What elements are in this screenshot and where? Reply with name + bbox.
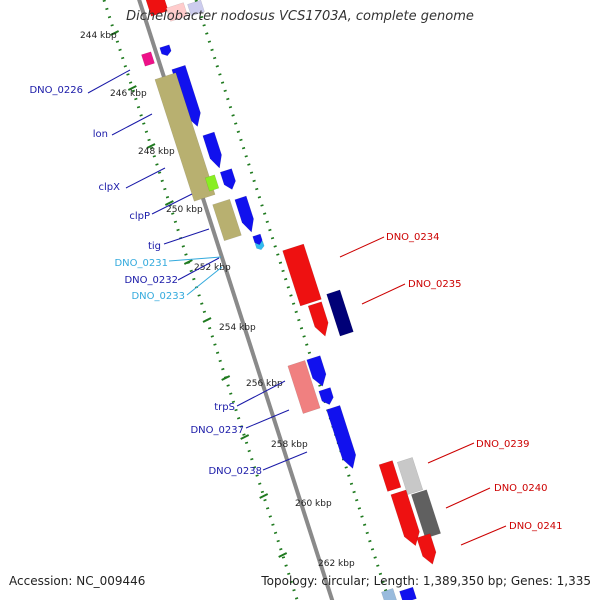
kbp-label: 260 kbp [295,499,332,509]
kbp-label: 256 kbp [246,379,283,389]
gene-label: DNO_0239 [476,439,530,450]
gene-label: DNO_0241 [509,521,563,532]
small-blue-feature-1 [159,44,172,57]
gene-leader-line [460,525,507,546]
gene-leader-line [245,409,290,429]
gene-leader-line [125,167,166,189]
gene-leader-line [445,487,491,509]
kbp-tick-5 [202,317,212,323]
gene-label: trpS [214,402,235,413]
dno-0235-feature [326,289,354,337]
right-dotted-track [194,0,391,600]
gene-label: DNO_0237 [190,425,244,436]
gene-leader-line [163,228,210,245]
gene-leader-line [427,442,475,464]
gene-label: DNO_0233 [131,291,185,302]
gene-label: DNO_0226 [29,85,83,96]
dno-0237-feature [306,355,327,387]
kbp-tick-7 [240,434,250,440]
bottom-light-feature [381,588,397,600]
kbp-tick-8 [259,493,269,499]
dno-0226-feature [141,51,155,67]
tig-feature [234,195,254,233]
accession-text: Accession: NC_009446 [9,574,146,588]
gene-label: lon [93,129,108,140]
map-title: Dichelobacter nodosus VCS1703A, complete… [126,9,474,24]
kbp-tick-1 [127,85,137,91]
olive-feature-2 [212,198,242,242]
gene-leader-line [361,283,406,305]
kbp-tick-3 [164,200,174,206]
gene-leader-line [87,69,131,94]
dno-0234-feature [282,243,322,307]
top-pink-feature [165,2,189,22]
kbp-tick-9 [278,552,288,558]
kbp-tick-2 [146,143,156,149]
trps-feature-pink [287,360,321,414]
kbp-label: 250 kbp [166,205,203,215]
gene-label: DNO_0235 [408,279,462,290]
kbp-label: 258 kbp [271,440,308,450]
dno-0240-feature-light [396,457,424,495]
dno-0241-feature [410,489,442,539]
gene-label: DNO_0231 [114,258,168,269]
kbp-label: 244 kbp [80,31,117,41]
dno-0239-feature [378,460,402,492]
gene-label: tig [148,241,161,252]
kbp-label: 262 kbp [318,559,355,569]
gene-label: DNO_0240 [494,483,548,494]
gene-leader-line [236,380,286,407]
gene-leader-line [186,266,223,296]
dno-0238-feature [326,405,357,469]
gene-leader-line [168,256,222,262]
kbp-label: 248 kbp [138,147,175,157]
gene-leader-line [111,113,153,136]
dno-0232-feature [252,233,263,246]
gene-label: DNO_0232 [124,275,178,286]
kbp-tick-0 [110,30,120,36]
kbp-label: 246 kbp [110,89,147,99]
kbp-tick-4 [183,259,193,265]
dno-0234b-feature [307,301,329,337]
kbp-tick-6 [221,375,231,381]
gene-label: clpP [129,211,150,222]
clpp-feature [219,168,236,190]
top-lilac-feature [187,0,205,17]
green-feature [204,174,220,192]
clpx-feature [202,131,222,169]
gene-label: clpX [99,182,121,193]
gene-leader-line [262,451,308,471]
kbp-label: 252 kbp [194,263,231,273]
olive-cluster-feature [154,72,216,202]
dno-0241b-feature [416,533,437,565]
bottom-blue-feature [399,586,417,600]
gene-leader-line [177,257,220,281]
gene-leader-line [339,236,385,258]
gene-label: DNO_0238 [208,466,262,477]
gene-leader-line [151,193,193,215]
kbp-label: 254 kbp [219,323,256,333]
gene-label: DNO_0234 [386,232,440,243]
genome-summary-text: Topology: circular; Length: 1,389,350 bp… [261,574,591,588]
dno-0237b-feature [318,387,334,405]
